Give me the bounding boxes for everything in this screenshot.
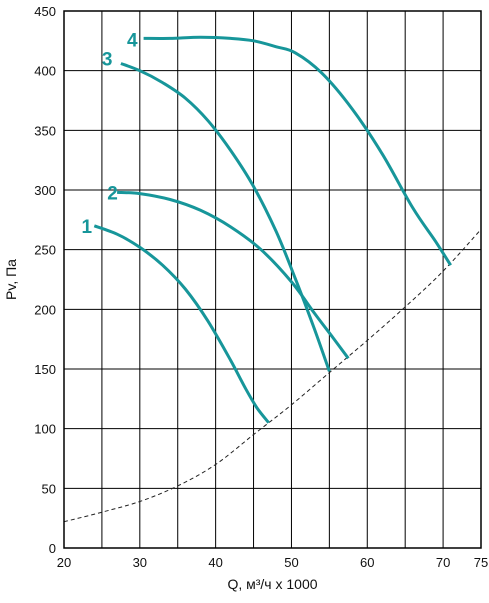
y-tick-label: 150 bbox=[34, 362, 56, 377]
y-tick-label: 300 bbox=[34, 183, 56, 198]
x-tick-label: 60 bbox=[360, 555, 374, 570]
x-tick-label: 30 bbox=[133, 555, 147, 570]
y-tick-label: 450 bbox=[34, 4, 56, 19]
y-tick-label: 100 bbox=[34, 422, 56, 437]
y-tick-label: 50 bbox=[42, 481, 56, 496]
curve-number-label: 3 bbox=[102, 50, 113, 71]
curve-4 bbox=[143, 35, 452, 267]
curve-number-label: 4 bbox=[127, 31, 138, 52]
curve-3 bbox=[120, 62, 331, 372]
grid bbox=[64, 11, 481, 548]
y-tick-label: 400 bbox=[34, 64, 56, 79]
x-tick-label: 40 bbox=[208, 555, 222, 570]
system-curve bbox=[63, 229, 482, 523]
x-axis-label: Q, м³/ч x 1000 bbox=[227, 576, 317, 592]
curve-2 bbox=[117, 190, 350, 360]
x-tick-label: 70 bbox=[436, 555, 450, 570]
y-axis-label: Pv, Па bbox=[3, 259, 19, 300]
x-tick-label: 20 bbox=[57, 555, 71, 570]
curve-1 bbox=[93, 224, 270, 424]
y-tick-label: 200 bbox=[34, 302, 56, 317]
curve-number-label: 2 bbox=[107, 183, 118, 204]
system-resistance-curve bbox=[63, 229, 482, 523]
x-tick-label: 75 bbox=[474, 555, 488, 570]
y-tick-label: 0 bbox=[49, 541, 56, 556]
tick-labels: 20 30 40 50 60 70 75 0 50 100 150 200 250 300 350 400 45… bbox=[34, 4, 488, 570]
plot-frame bbox=[63, 10, 482, 549]
y-tick-label: 350 bbox=[34, 123, 56, 138]
curve-labels: 12 34 bbox=[81, 31, 137, 238]
y-tick-label: 250 bbox=[34, 243, 56, 258]
x-tick-label: 50 bbox=[284, 555, 298, 570]
curves bbox=[93, 35, 452, 424]
curve-number-label: 1 bbox=[81, 217, 92, 238]
